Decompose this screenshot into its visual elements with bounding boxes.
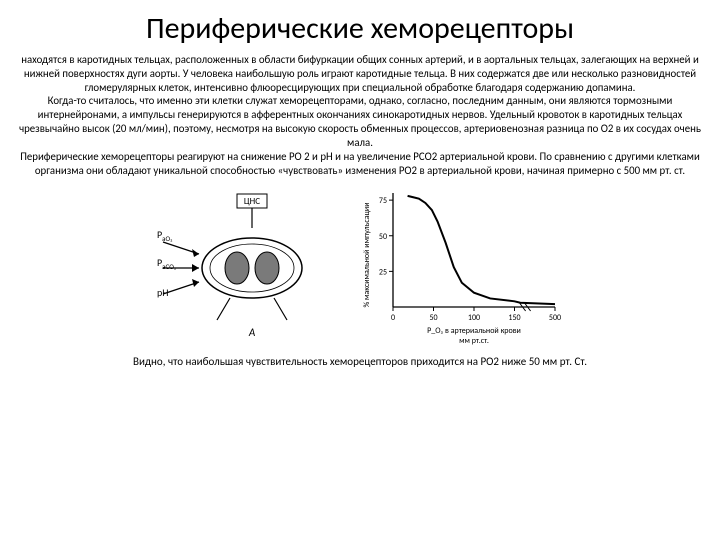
svg-text:PaO₂: PaO₂ (157, 228, 173, 243)
figure-caption: Видно, что наибольшая чувствительность х… (18, 355, 702, 368)
svg-text:pH: pH (157, 286, 168, 299)
svg-text:50: 50 (429, 313, 437, 323)
svg-text:0: 0 (391, 313, 395, 323)
svg-text:ЦНС: ЦНС (244, 196, 260, 207)
carotid-diagram: ЦНС PaO₂ PaCO₂ pH А (155, 190, 325, 340)
page-title: Периферические хеморецепторы (18, 10, 702, 47)
svg-text:PaCO₂: PaCO₂ (157, 256, 177, 271)
po2-chart: 25 50 75 0 50 100 150 500 % максимальной импульс… (355, 185, 565, 345)
svg-text:100: 100 (468, 313, 480, 323)
svg-text:75: 75 (379, 196, 387, 206)
body-paragraph: находятся в каротидных тельцах, располож… (18, 53, 702, 177)
figure-row: ЦНС PaO₂ PaCO₂ pH А 25 50 75 0 50 100 150 500 % макс… (18, 185, 702, 345)
svg-text:мм рт.ст.: мм рт.ст. (459, 336, 489, 345)
svg-text:50: 50 (379, 232, 387, 242)
svg-text:150: 150 (508, 313, 520, 323)
svg-text:А: А (248, 326, 256, 339)
svg-text:% максимальной импульсации: % максимальной импульсации (362, 203, 372, 308)
svg-text:25: 25 (379, 268, 387, 278)
svg-text:P_O₂ в артериальной крови: P_O₂ в артериальной крови (427, 326, 521, 336)
svg-text:500: 500 (549, 313, 561, 323)
